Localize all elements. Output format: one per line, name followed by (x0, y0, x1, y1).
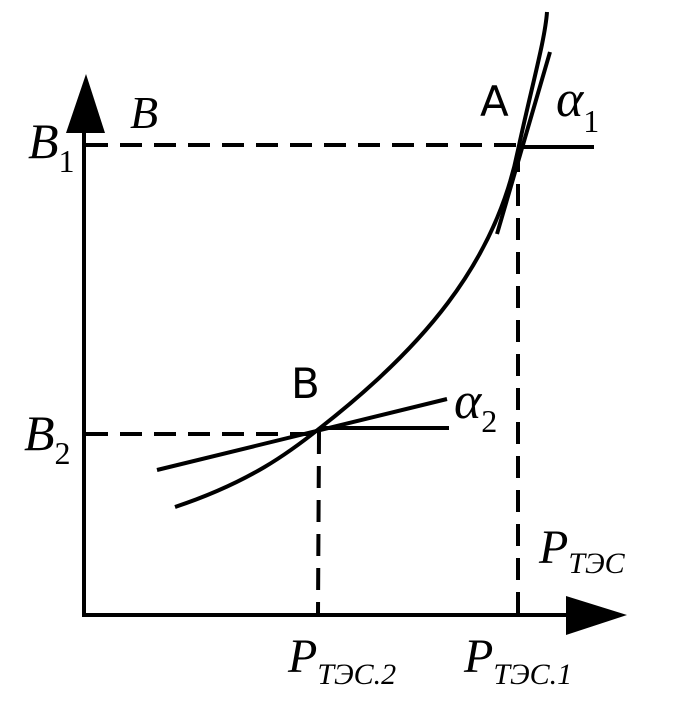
angle-label: α2 (454, 373, 497, 439)
y-axis-label: B (130, 87, 158, 138)
level-label: B1 (28, 113, 75, 179)
label-part: 1 (59, 143, 75, 179)
label-part: 2 (55, 435, 71, 471)
label-part: B (24, 405, 55, 461)
label-part: P (287, 630, 317, 683)
point-label: A (480, 77, 509, 126)
label-part: ТЭС.2 (317, 658, 396, 691)
label-part: P (463, 630, 493, 683)
label-part: B (28, 113, 59, 169)
tangent (495, 51, 552, 235)
x-mark-label: PТЭС.2 (287, 630, 396, 691)
point-label: B (291, 359, 320, 408)
tangent (156, 397, 448, 472)
label-part: α (556, 71, 585, 128)
x-arrow (566, 596, 627, 635)
cost-curve (174, 11, 549, 509)
label-part: ТЭС (568, 547, 625, 580)
y-arrow (66, 74, 105, 133)
level-label: B2 (24, 405, 71, 471)
angle-label: α1 (556, 71, 599, 139)
label-part: 1 (583, 103, 599, 139)
label-part: 2 (481, 403, 497, 439)
x-guide (316, 431, 321, 614)
label-part: α (454, 373, 483, 430)
x-axis-label: PТЭС (538, 521, 626, 580)
x-mark-label: PТЭС.1 (463, 630, 572, 691)
label-part: ТЭС.1 (493, 658, 572, 691)
label-part: P (538, 521, 568, 574)
